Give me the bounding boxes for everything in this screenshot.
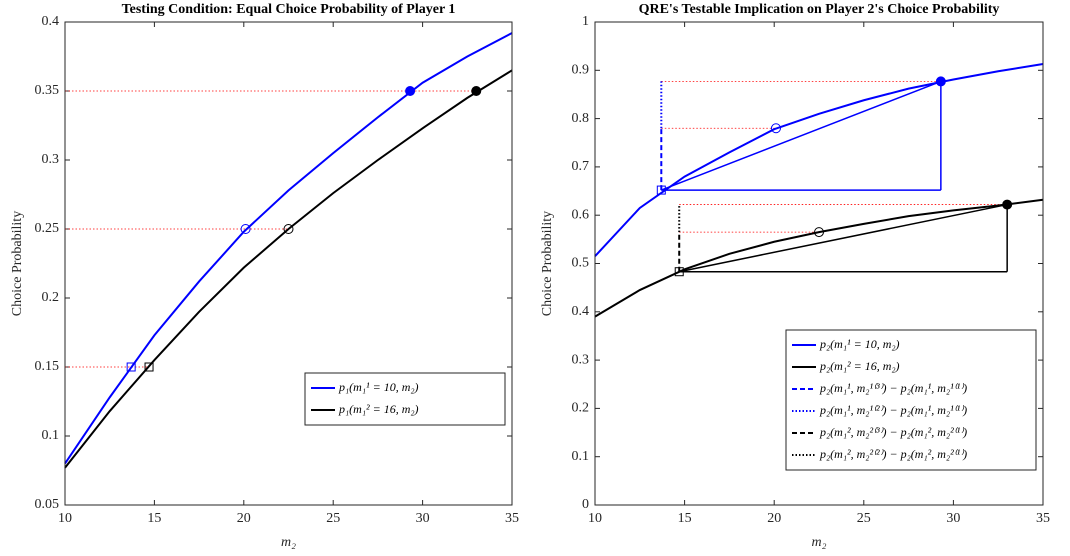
x-tick-label: 35 (1036, 511, 1050, 526)
series-line (594, 198, 1044, 318)
y-tick-label: 0.5 (572, 256, 590, 271)
y-tick-label: 0 (582, 497, 589, 512)
x-tick-label: 10 (58, 511, 72, 526)
legend-label: p₂(m₁² = 16, m₂) (819, 359, 900, 373)
y-tick-label: 0.05 (35, 497, 60, 512)
x-axis-label: m₂ (812, 535, 827, 550)
x-tick-label: 10 (588, 511, 602, 526)
marker (471, 86, 482, 96)
x-tick-label: 30 (416, 511, 430, 526)
legend-box (304, 372, 506, 426)
y-tick-label: 0.3 (572, 352, 590, 367)
y-tick-label: 0.1 (572, 449, 590, 464)
marker (814, 227, 824, 238)
axes-box (64, 21, 513, 506)
marker (770, 123, 781, 134)
series-line (594, 63, 1044, 257)
legend-label: p₂(m₁², m₂²⁽³⁾) − p₂(m₁², m₂²⁽¹⁾) (819, 425, 967, 439)
x-tick-label: 20 (237, 511, 251, 526)
y-tick-label: 0.4 (42, 14, 60, 29)
y-tick-label: 0.8 (572, 111, 590, 126)
y-tick-label: 0.6 (572, 207, 590, 222)
x-tick-label: 35 (505, 511, 519, 526)
y-tick-label: 0.25 (35, 221, 60, 236)
y-tick-label: 0.2 (572, 401, 590, 416)
legend-label: p₁(m₁¹ = 10, m₂) (338, 380, 419, 394)
marker (283, 224, 294, 234)
y-tick-label: 0.3 (42, 152, 60, 167)
marker (126, 362, 136, 372)
marker (405, 86, 416, 96)
x-tick-label: 15 (678, 511, 692, 526)
marker (240, 224, 251, 234)
legend-label: p₂(m₁¹ = 10, m₂) (819, 337, 900, 351)
x-tick-label: 25 (857, 511, 871, 526)
marker (674, 267, 684, 277)
marker (144, 362, 154, 372)
chart-title: QRE's Testable Implication on Player 2's… (639, 2, 1000, 17)
x-tick-label: 25 (326, 511, 340, 526)
y-tick-label: 0.2 (42, 290, 60, 305)
legend-label: p₁(m₁² = 16, m₂) (338, 402, 419, 416)
y-tick-label: 0.35 (35, 83, 60, 98)
y-tick-label: 0.4 (572, 304, 590, 319)
guide-line (661, 80, 942, 191)
axes-box (594, 21, 1044, 506)
y-tick-label: 0.9 (572, 63, 590, 78)
x-tick-label: 30 (946, 511, 960, 526)
y-axis-label: Choice Probability (10, 211, 25, 316)
x-tick-label: 20 (767, 511, 781, 526)
marker (935, 76, 946, 87)
chart-title: Testing Condition: Equal Choice Probabil… (122, 2, 456, 17)
marker (1002, 199, 1013, 210)
y-tick-label: 0.1 (42, 428, 60, 443)
marker (656, 185, 666, 195)
x-axis-label: m₂ (281, 535, 296, 550)
y-tick-label: 0.7 (572, 159, 590, 174)
y-tick-label: 1 (582, 14, 589, 29)
legend-label: p₂(m₁¹, m₂¹⁽²⁾) − p₂(m₁¹, m₂¹⁽¹⁾) (819, 403, 967, 417)
y-tick-label: 0.15 (35, 359, 60, 374)
y-axis-label: Choice Probability (540, 211, 555, 316)
series-line (64, 69, 513, 469)
plot-area (65, 22, 512, 505)
legend-label: p₂(m₁², m₂²⁽²⁾) − p₂(m₁², m₂²⁽¹⁾) (819, 447, 967, 461)
legend-label: p₂(m₁¹, m₂¹⁽³⁾) − p₂(m₁¹, m₂¹⁽¹⁾) (819, 381, 967, 395)
guide-line (679, 203, 1008, 273)
series-line (64, 32, 513, 465)
x-tick-label: 15 (147, 511, 161, 526)
legend-box (785, 329, 1037, 471)
